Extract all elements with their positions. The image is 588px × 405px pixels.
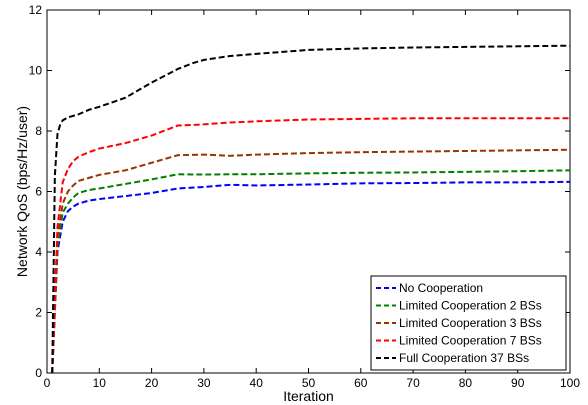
legend-box [370,275,567,371]
y-tick-label: 6 [35,185,42,199]
y-tick-label: 4 [35,245,42,259]
legend-entry: No Cooperation [399,281,483,295]
x-tick-label: 70 [406,376,420,390]
x-axis-label: Iteration [283,388,334,404]
y-tick-label: 10 [29,64,43,78]
legend-entry: Limited Cooperation 7 BSs [399,334,542,348]
x-tick-label: 30 [197,376,211,390]
series-line [51,117,570,374]
x-tick-label: 0 [44,376,51,390]
legend: No Cooperation Limited Cooperation 2 BSs L… [370,275,567,371]
y-tick-label: 2 [35,306,42,320]
series-line [51,148,571,374]
series-line [51,169,571,374]
x-tick-label: 40 [250,376,264,390]
series-lines [51,44,571,374]
x-tick-label: 80 [459,376,473,390]
legend-entry: Limited Cooperation 3 BSs [399,316,542,330]
series-line [51,180,571,374]
x-tick-label: 100 [560,376,580,390]
x-tick-label: 10 [93,376,107,390]
x-tick-label: 20 [145,376,159,390]
axis-ticks: 0 10 20 30 40 50 60 70 80 90 100 0 2 4 6 8 10 12 [29,3,581,390]
y-tick-label: 8 [35,124,42,138]
y-tick-label: 0 [35,366,42,380]
legend-entry: Full Cooperation 37 BSs [399,351,529,365]
x-tick-label: 50 [302,376,316,390]
legend-entry: Limited Cooperation 2 BSs [399,299,542,313]
x-tick-label: 90 [511,376,525,390]
y-axis-label: Network QoS (bps/Hz/user) [14,106,30,277]
series-line [51,44,571,374]
y-tick-label: 12 [29,3,43,17]
x-tick-label: 60 [354,376,368,390]
